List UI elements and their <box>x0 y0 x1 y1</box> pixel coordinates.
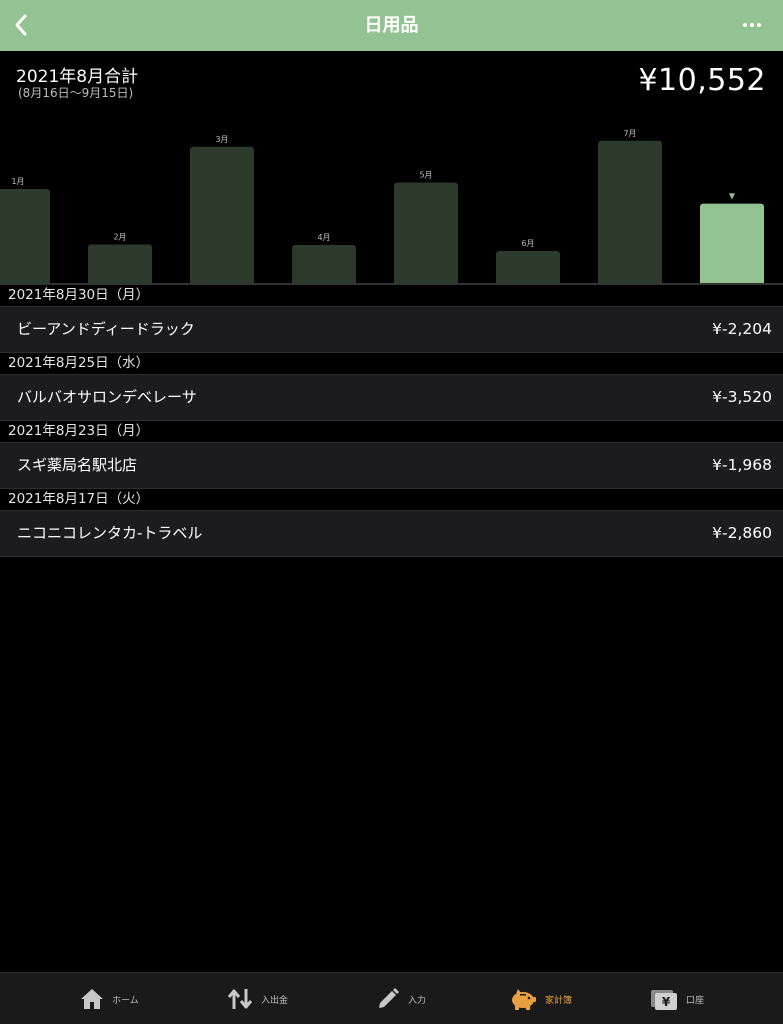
period-range: (8月16日〜9月15日) <box>18 86 134 100</box>
chart-bar[interactable] <box>496 251 560 284</box>
tab-input[interactable]: 入力 <box>376 973 426 1024</box>
tab-home[interactable]: ホーム <box>80 973 139 1024</box>
wallet-yen-glyph: ¥ <box>662 995 671 1009</box>
date-header: 2021年8月23日（月） <box>0 421 783 442</box>
chart-baseline <box>0 283 783 285</box>
chart-bar[interactable] <box>394 182 458 284</box>
transaction-name: バルバオサロンデベレーサ <box>17 388 197 406</box>
transaction-row[interactable]: ニコニコレンタカ-トラベル ¥-2,860 <box>0 510 783 557</box>
chart-month-label: 1月 <box>11 177 24 186</box>
tab-household-book[interactable]: 家計簿 <box>509 973 572 1024</box>
chart-month-label: 6月 <box>521 239 534 248</box>
chart-bar[interactable] <box>700 203 764 284</box>
pencil-icon <box>379 988 399 1008</box>
tab-accounts-label: 口座 <box>686 995 705 1006</box>
piggy-bank-icon <box>512 989 536 1010</box>
transaction-amount: ¥-3,520 <box>712 388 772 406</box>
tab-household-book-label: 家計簿 <box>545 995 573 1006</box>
date-header: 2021年8月25日（水） <box>0 353 783 374</box>
tab-accounts[interactable]: ¥ 口座 <box>650 973 704 1024</box>
chart-bar[interactable] <box>88 244 152 284</box>
chart-svg: 1月 2月 3月 4月 5月 6月 7月 ▼ <box>0 129 764 284</box>
back-button[interactable] <box>6 9 36 41</box>
more-dots-icon <box>743 23 761 27</box>
chart-month-label: ▼ <box>729 192 736 201</box>
transaction-row[interactable]: スギ薬局名駅北店 ¥-1,968 <box>0 442 783 489</box>
chart-month-label: 7月 <box>623 129 636 138</box>
chevron-left-icon <box>15 14 27 36</box>
chart-bar[interactable] <box>292 244 356 284</box>
date-header: 2021年8月17日（火） <box>0 489 783 510</box>
transaction-amount: ¥-2,204 <box>712 320 772 338</box>
chart-month-label: 4月 <box>317 233 330 242</box>
tab-bar: ホーム 入出金 入力 <box>0 972 783 1024</box>
chart-month-label: 5月 <box>419 171 432 180</box>
period-total-amount: ¥10,552 <box>638 63 766 98</box>
transaction-row[interactable]: ビーアンドディードラック ¥-2,204 <box>0 306 783 353</box>
transaction-name: ニコニコレンタカ-トラベル <box>17 524 203 542</box>
transaction-name: ビーアンドディードラック <box>17 320 195 338</box>
wallet-yen-icon: ¥ <box>651 990 677 1010</box>
chart-month-label: 2月 <box>113 233 126 242</box>
transaction-amount: ¥-1,968 <box>712 456 772 474</box>
chart-bar[interactable] <box>598 140 662 284</box>
transaction-name: スギ薬局名駅北店 <box>17 456 138 474</box>
tab-input-label: 入力 <box>408 995 427 1006</box>
date-header: 2021年8月30日（月） <box>0 285 783 306</box>
tab-transfers[interactable]: 入出金 <box>227 973 288 1024</box>
header-bar: 日用品 <box>0 0 783 51</box>
period-total-label: 2021年8月合計 <box>16 67 139 87</box>
chart-bar[interactable] <box>190 146 254 284</box>
chart-bar[interactable] <box>0 189 50 284</box>
tab-transfers-label: 入出金 <box>261 995 289 1006</box>
tab-home-label: ホーム <box>112 995 139 1006</box>
transaction-list: 2021年8月30日（月） ビーアンドディードラック ¥-2,204 2021年8月2… <box>0 285 783 557</box>
transaction-row[interactable]: バルバオサロンデベレーサ ¥-3,520 <box>0 374 783 421</box>
home-icon <box>81 989 103 1009</box>
transfer-arrows-icon <box>227 989 253 1009</box>
monthly-bar-chart: 1月 2月 3月 4月 5月 6月 7月 ▼ <box>0 118 783 284</box>
chart-month-label: 3月 <box>215 135 228 144</box>
more-button[interactable] <box>737 12 767 38</box>
page-title: 日用品 <box>364 15 419 36</box>
transaction-amount: ¥-2,860 <box>712 524 772 542</box>
